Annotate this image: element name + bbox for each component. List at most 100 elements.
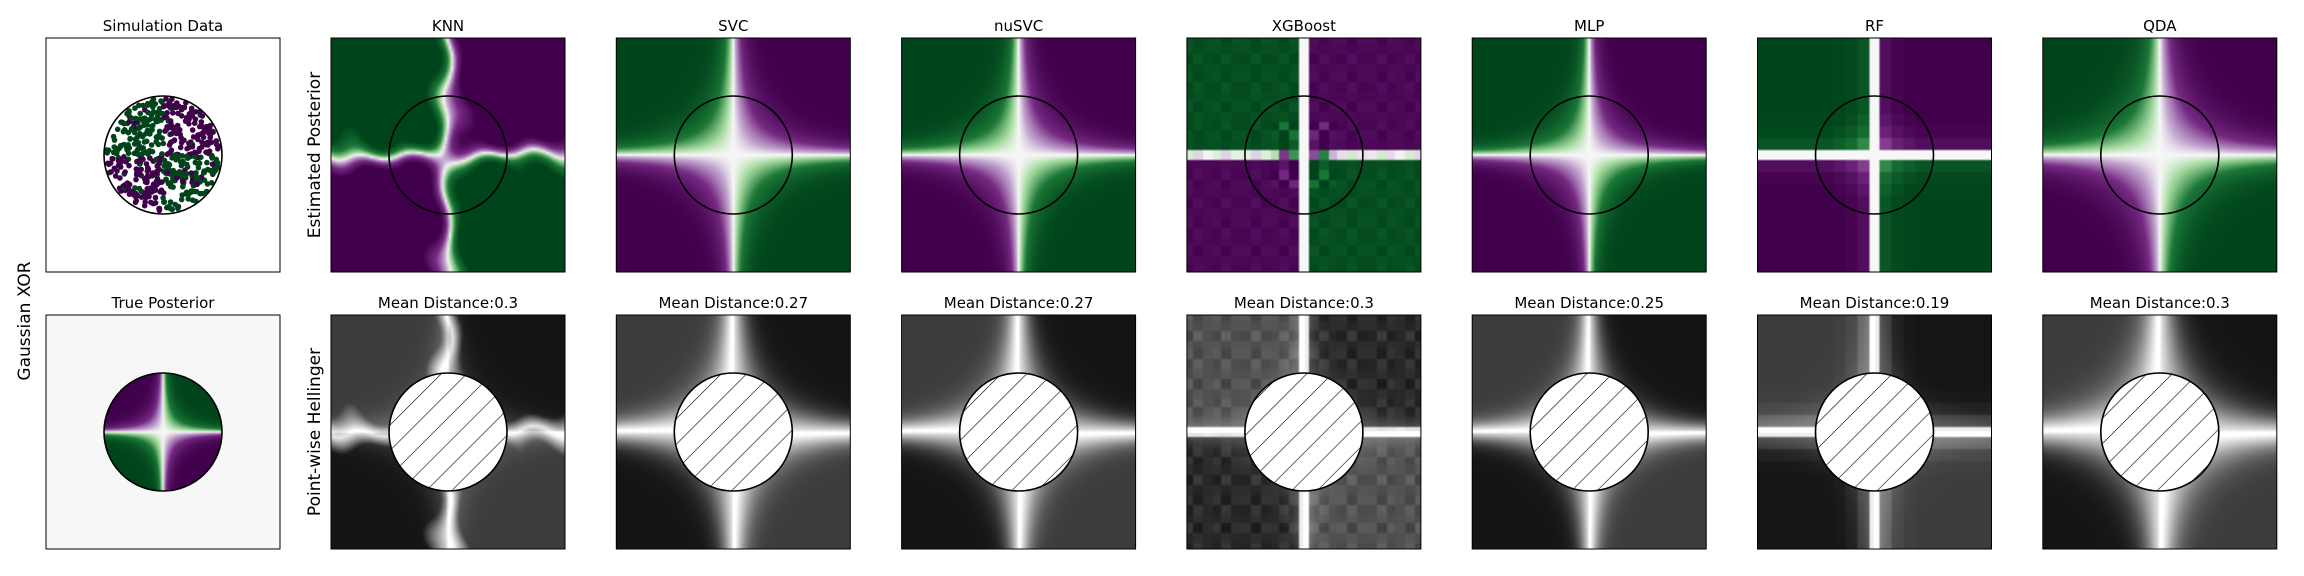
simulation-point: [152, 101, 159, 107]
simulation-point: [179, 153, 185, 159]
simulation-point: [159, 151, 165, 157]
simulation-point: [193, 188, 200, 195]
simulation-point: [122, 169, 128, 175]
simulation-point: [123, 159, 129, 165]
simulation-point: [137, 157, 143, 163]
knn-mean-distance: Mean Distance:0.3: [378, 294, 518, 312]
svc-posterior-panel: SVC: [615, 17, 851, 273]
qda-hellinger-panel: Mean Distance:0.3: [2042, 294, 2278, 550]
simulation-point: [205, 166, 211, 173]
rf-hellinger-frame: [1757, 314, 1992, 550]
simulation-point: [162, 128, 168, 134]
simulation-point: [170, 167, 176, 174]
simulation-point: [209, 161, 216, 168]
simulation-point: [198, 119, 205, 125]
xgboost-hellinger-panel: Mean Distance:0.3: [1186, 294, 1422, 550]
simulation-point: [172, 125, 179, 131]
simulation-point: [156, 205, 163, 212]
rf-hellinger-panel: Mean Distance:0.19: [1757, 294, 1992, 550]
simulation-point: [133, 166, 140, 172]
mlp-title: MLP: [1574, 17, 1604, 35]
simulation-point: [181, 137, 187, 144]
simulation-point: [108, 169, 114, 175]
simulation-point: [193, 109, 199, 115]
simulation-point: [200, 134, 207, 141]
simulation-point: [148, 112, 155, 118]
svc-mean-distance: Mean Distance:0.27: [658, 294, 808, 312]
simulation-point: [188, 108, 195, 114]
xgboost-posterior-heatmap: [1186, 38, 1421, 272]
simulation-point: [128, 115, 135, 121]
simulation-point: [160, 195, 166, 201]
mlp-posterior-circle: [1529, 95, 1649, 215]
knn-posterior-heatmap: [331, 38, 565, 272]
simulation-point: [167, 104, 173, 110]
simulation-point: [117, 175, 123, 181]
simulation-point: [110, 156, 116, 162]
simulation-point: [141, 202, 148, 209]
rf-posterior-panel: RF: [1757, 17, 1992, 273]
simulation-point: [192, 154, 198, 160]
knn-posterior-panel: KNN: [330, 17, 566, 273]
mlp-posterior-panel: MLP: [1471, 17, 1707, 273]
simulation-point: [131, 120, 137, 126]
xgboost-hellinger-frame: [1186, 314, 1422, 550]
simulation-point: [215, 164, 221, 170]
nusvc-title: nuSVC: [994, 17, 1043, 35]
simulation-point: [167, 199, 174, 205]
simulation-point: [152, 200, 159, 206]
simulation-point: [157, 189, 163, 195]
estimated-posterior-ylabel: Estimated Posterior: [305, 72, 325, 238]
simulation-point: [195, 164, 202, 171]
simulation-point: [175, 204, 181, 211]
simulation-point: [194, 181, 200, 188]
simulation-point: [214, 159, 221, 166]
rf-posterior-frame: [1757, 37, 1992, 273]
simulation-point: [115, 158, 122, 164]
simulation-point: [178, 196, 185, 203]
simulation-point: [144, 173, 151, 179]
simulation-point: [144, 179, 150, 186]
svc-posterior-heatmap: [616, 38, 851, 272]
simulation-point: [118, 119, 124, 125]
simulation-point: [143, 130, 149, 137]
simulation-point: [126, 162, 132, 169]
simulation-point: [156, 160, 163, 166]
svc-title: SVC: [718, 17, 748, 35]
simulation-point: [138, 166, 144, 173]
mlp-hellinger-frame: [1471, 314, 1707, 550]
simulation-point: [163, 96, 169, 102]
qda-hellinger-frame: [2042, 314, 2278, 550]
simulation-point: [168, 179, 174, 186]
simulation-point: [132, 115, 139, 122]
qda-mean-distance: Mean Distance:0.3: [2090, 294, 2230, 312]
knn-hellinger-circle: [388, 372, 508, 492]
hellinger-ylabel: Point-wise Hellinger: [305, 348, 325, 516]
true-posterior-panel: True Posterior: [45, 294, 281, 550]
simulation-point: [136, 102, 142, 109]
simulation-point: [138, 194, 145, 200]
simulation-point: [170, 184, 176, 190]
simulation-point: [170, 110, 176, 116]
xgboost-posterior-circle: [1244, 95, 1364, 215]
svc-hellinger-circle: [673, 372, 794, 492]
simulation-point: [135, 125, 142, 132]
simulation-point: [153, 118, 160, 125]
simulation-point: [126, 108, 132, 114]
simulation-point: [136, 185, 143, 192]
simulation-point: [146, 187, 153, 193]
simulation-point: [127, 136, 133, 142]
simulation-point: [137, 110, 143, 117]
svc-hellinger-panel: Mean Distance:0.27: [615, 294, 851, 550]
simulation-point: [114, 168, 120, 174]
knn-posterior-circle: [388, 95, 508, 215]
simulation-point: [143, 120, 149, 127]
simulation-point: [107, 160, 114, 166]
simulation-point: [203, 141, 209, 148]
simulation-point: [133, 197, 140, 204]
simulation-point: [135, 171, 141, 177]
simulation-point: [189, 127, 196, 133]
simulation-point: [189, 144, 196, 150]
simulation-point: [105, 147, 112, 154]
